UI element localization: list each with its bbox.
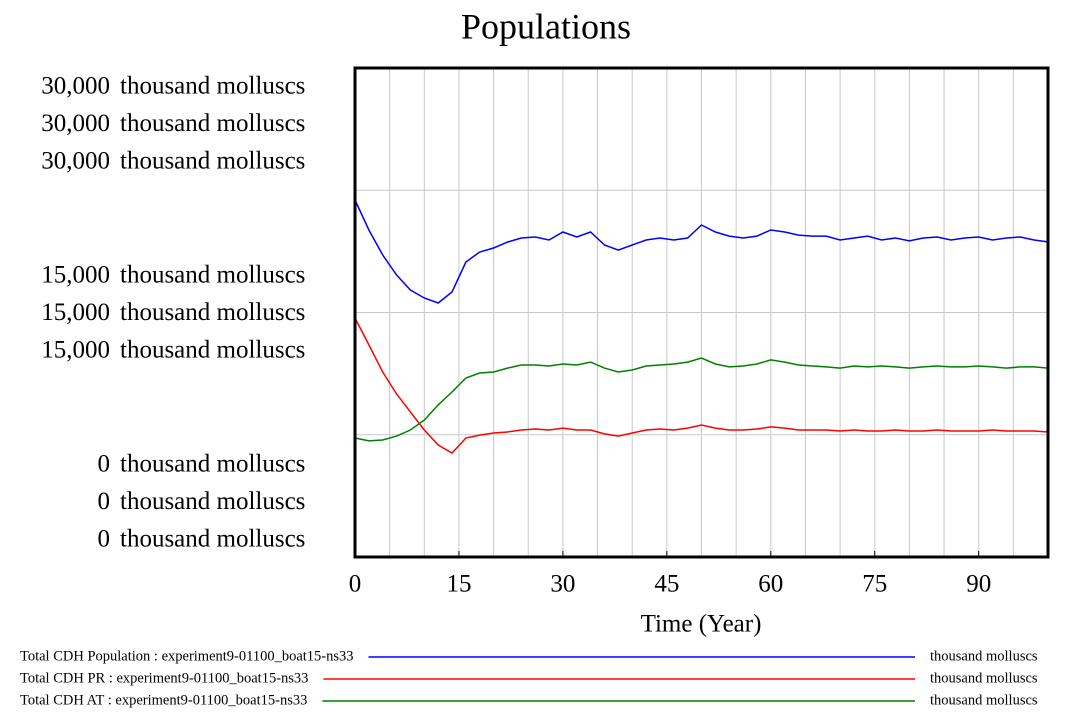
legend-label: Total CDH AT : experiment9-01100_boat15-… [20, 692, 307, 708]
series-line [354, 199, 1049, 304]
y-unit-label: thousand molluscs [120, 337, 305, 364]
y-unit-label: thousand molluscs [120, 262, 305, 289]
y-tick-label: 15,000 [41, 262, 110, 289]
x-tick-label: 90 [966, 571, 991, 598]
legend-label: Total CDH Population : experiment9-01100… [20, 648, 354, 664]
y-tick-label: 0 [98, 451, 111, 478]
y-tick-label: 30,000 [41, 73, 110, 100]
y-tick-label: 30,000 [41, 110, 110, 137]
x-tick-label: 75 [862, 571, 887, 598]
y-unit-label: thousand molluscs [120, 526, 305, 553]
series-line [354, 357, 1049, 442]
legend-unit: thousand molluscs [930, 670, 1038, 686]
x-tick-label: 0 [349, 571, 362, 598]
legend-unit: thousand molluscs [930, 692, 1038, 708]
y-tick-label: 0 [98, 488, 111, 515]
y-unit-label: thousand molluscs [120, 451, 305, 478]
x-tick-label: 30 [550, 571, 575, 598]
x-tick-label: 15 [446, 571, 471, 598]
y-unit-label: thousand molluscs [120, 73, 305, 100]
series-line [354, 317, 1049, 454]
y-unit-label: thousand molluscs [120, 299, 305, 326]
y-tick-label: 30,000 [41, 148, 110, 175]
y-unit-label: thousand molluscs [120, 488, 305, 515]
y-tick-label: 15,000 [41, 337, 110, 364]
y-tick-label: 0 [98, 526, 111, 553]
legend-label: Total CDH PR : experiment9-01100_boat15-… [20, 670, 308, 686]
y-unit-label: thousand molluscs [120, 148, 305, 175]
plot-frame [353, 66, 1050, 559]
x-tick-label: 45 [654, 571, 679, 598]
legend-unit: thousand molluscs [930, 648, 1038, 664]
chart-title: Populations [461, 6, 631, 46]
x-tick-label: 60 [758, 571, 783, 598]
y-unit-label: thousand molluscs [120, 110, 305, 137]
x-axis-label: Time (Year) [641, 611, 762, 638]
y-tick-label: 15,000 [41, 299, 110, 326]
